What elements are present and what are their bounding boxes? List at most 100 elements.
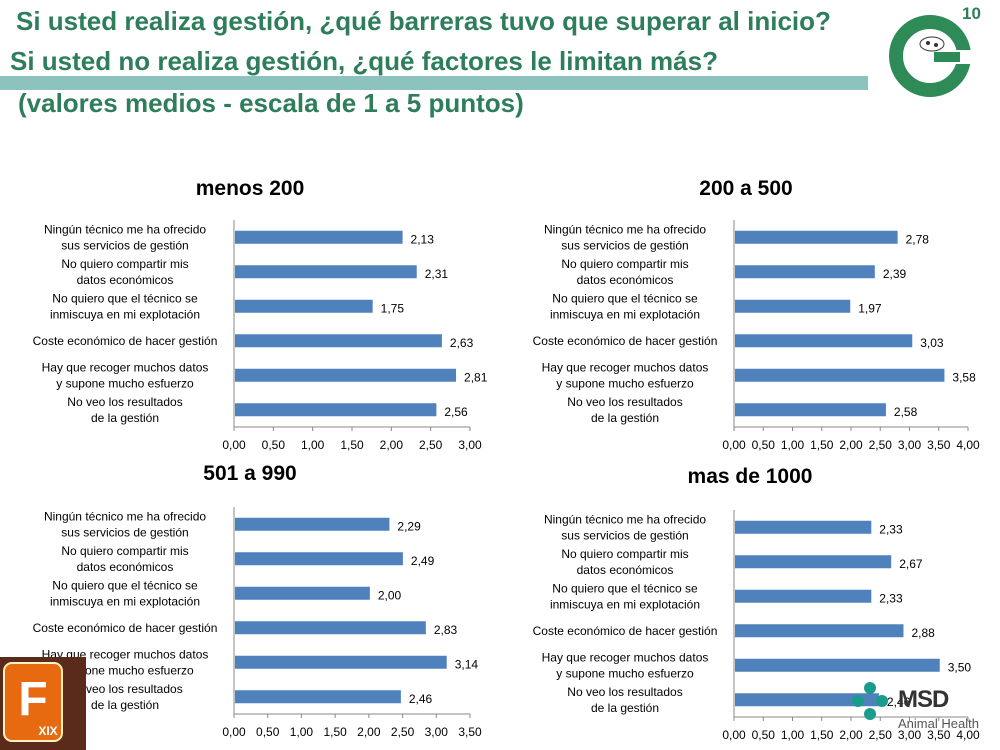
data-label: 2,78 xyxy=(906,232,930,246)
x-tick-label: 0,00 xyxy=(722,438,746,452)
x-tick-label: 3,50 xyxy=(927,728,951,742)
data-label: 2,63 xyxy=(450,336,474,350)
x-tick-label: 2,50 xyxy=(419,438,443,452)
data-label: 2,33 xyxy=(879,591,903,605)
category-label: No quiero que el técnico se inmiscuya en … xyxy=(50,578,200,608)
x-tick-label: 3,50 xyxy=(927,438,951,452)
data-label: 1,97 xyxy=(858,301,882,315)
msd-subtitle: Animal Health xyxy=(898,716,979,731)
category-label: No quiero compartir mis datos económicos xyxy=(61,544,188,574)
data-label: 2,46 xyxy=(887,695,911,709)
data-label: 1,75 xyxy=(381,301,405,315)
category-label: Ningún técnico me ha ofrecido sus servici… xyxy=(44,509,206,539)
x-tick-label: 2,50 xyxy=(869,728,893,742)
x-tick-label: 4,00 xyxy=(956,438,980,452)
slide-title-line-1: Si usted realiza gestión, ¿qué barreras … xyxy=(16,6,831,36)
category-label: No quiero que el técnico se inmiscuya en … xyxy=(550,581,700,611)
x-tick-label: 2,00 xyxy=(839,438,863,452)
bar xyxy=(235,552,403,566)
bar xyxy=(735,624,904,638)
x-tick-label: 2,50 xyxy=(391,725,415,739)
bar xyxy=(735,230,898,244)
x-tick-label: 0,50 xyxy=(752,438,776,452)
x-tick-label: 0,00 xyxy=(222,438,246,452)
data-label: 2,46 xyxy=(409,692,433,706)
category-label: Hay que recoger muchos datos y supone muc… xyxy=(542,360,709,390)
chart-501-a-990: 0,00 0,50 1,00 1,50 2,00 2,50 3,00 3,50 2,29 Ning… xyxy=(33,507,482,739)
bar xyxy=(235,586,370,600)
title-accent-bar xyxy=(0,76,868,90)
x-tick-label: 0,00 xyxy=(722,728,746,742)
category-label: Hay que recoger muchos datos y supone muc… xyxy=(42,360,209,390)
bar xyxy=(735,589,872,603)
x-tick-label: 3,00 xyxy=(898,728,922,742)
x-tick-label: 2,00 xyxy=(380,438,404,452)
g-logo xyxy=(889,15,972,97)
category-label: Ningún técnico me ha ofrecido sus servici… xyxy=(44,222,206,252)
category-label: No quiero que el técnico se inmiscuya en … xyxy=(550,291,700,321)
data-label: 2,58 xyxy=(894,405,918,419)
x-tick-label: 3,50 xyxy=(458,725,482,739)
bar xyxy=(735,555,892,569)
slide-title-line-3: (valores medios - escala de 1 a 5 puntos… xyxy=(18,88,524,118)
bar xyxy=(235,690,401,704)
bar xyxy=(235,265,417,279)
x-tick-label: 1,00 xyxy=(290,725,314,739)
slide-title-line-2: Si usted no realiza gestión, ¿qué factor… xyxy=(10,46,718,76)
bar xyxy=(235,368,457,382)
data-label: 2,39 xyxy=(883,267,907,281)
x-tick-label: 3,00 xyxy=(458,438,482,452)
fxix-badge: F XIX xyxy=(0,657,86,750)
data-label: 2,00 xyxy=(378,588,402,602)
bar xyxy=(735,299,851,313)
bar xyxy=(735,368,945,382)
x-tick-label: 1,50 xyxy=(340,438,364,452)
x-tick-label: 1,00 xyxy=(301,438,325,452)
msd-logo-icon xyxy=(852,682,888,720)
data-label: 3,03 xyxy=(920,336,944,350)
category-label: No quiero compartir mis datos económicos xyxy=(561,547,688,577)
bar xyxy=(235,334,442,348)
category-label: Ningún técnico me ha ofrecido sus servici… xyxy=(544,512,706,542)
chart-200-a-500: 0,00 0,50 1,00 1,50 2,00 2,50 3,00 3,50 4,00 2,78… xyxy=(533,220,980,452)
chart-title-mas-de-1000: mas de 1000 xyxy=(687,465,813,488)
category-label: Coste económico de hacer gestión xyxy=(533,334,718,348)
data-label: 2,67 xyxy=(899,557,923,571)
x-tick-label: 3,00 xyxy=(898,438,922,452)
x-tick-label: 1,50 xyxy=(323,725,347,739)
category-label: No veo los resultados de la gestión xyxy=(567,395,682,425)
bar xyxy=(235,403,437,417)
x-tick-label: 2,00 xyxy=(357,725,381,739)
category-label: Hay que recoger muchos datos y supone muc… xyxy=(542,650,709,680)
data-label: 2,81 xyxy=(464,370,488,384)
data-label: 2,88 xyxy=(911,626,935,640)
x-tick-label: 0,50 xyxy=(262,438,286,452)
data-label: 3,50 xyxy=(948,660,972,674)
page-number: 10 xyxy=(962,4,981,23)
chart-title-501-a-990: 501 a 990 xyxy=(203,462,297,485)
chart-mas-de-1000: 0,00 0,50 1,00 1,50 2,00 2,50 3,00 3,50 4,00 2,33… xyxy=(533,510,980,742)
x-tick-label: 4,00 xyxy=(956,728,980,742)
category-label: No quiero compartir mis datos económicos xyxy=(561,257,688,287)
x-tick-label: 0,50 xyxy=(752,728,776,742)
category-label: No veo los resultados de la gestión xyxy=(67,682,182,712)
msd-wordmark: MSD xyxy=(898,686,949,713)
bar xyxy=(735,265,875,279)
data-label: 2,49 xyxy=(411,554,435,568)
chart-menos-200: 0,00 0,50 1,00 1,50 2,00 2,50 3,00 2,13 Ningún t… xyxy=(33,220,488,452)
category-label: Ningún técnico me ha ofrecido sus servici… xyxy=(544,222,706,252)
chart-title-menos-200: menos 200 xyxy=(195,177,305,200)
category-label: No veo los resultados de la gestión xyxy=(67,395,182,425)
badge-text: XIX xyxy=(38,724,57,738)
data-label: 2,13 xyxy=(411,232,435,246)
x-tick-label: 0,50 xyxy=(256,725,280,739)
x-tick-label: 1,00 xyxy=(781,728,805,742)
badge-letter: F xyxy=(18,673,47,726)
chart-title-200-a-500: 200 a 500 xyxy=(699,177,793,200)
bar xyxy=(735,520,872,534)
category-label: Coste económico de hacer gestión xyxy=(33,334,218,348)
data-label: 2,83 xyxy=(434,623,458,637)
category-label: Coste económico de hacer gestión xyxy=(533,624,718,638)
category-label: No quiero que el técnico se inmiscuya en … xyxy=(50,291,200,321)
category-label: No veo los resultados de la gestión xyxy=(567,685,682,715)
